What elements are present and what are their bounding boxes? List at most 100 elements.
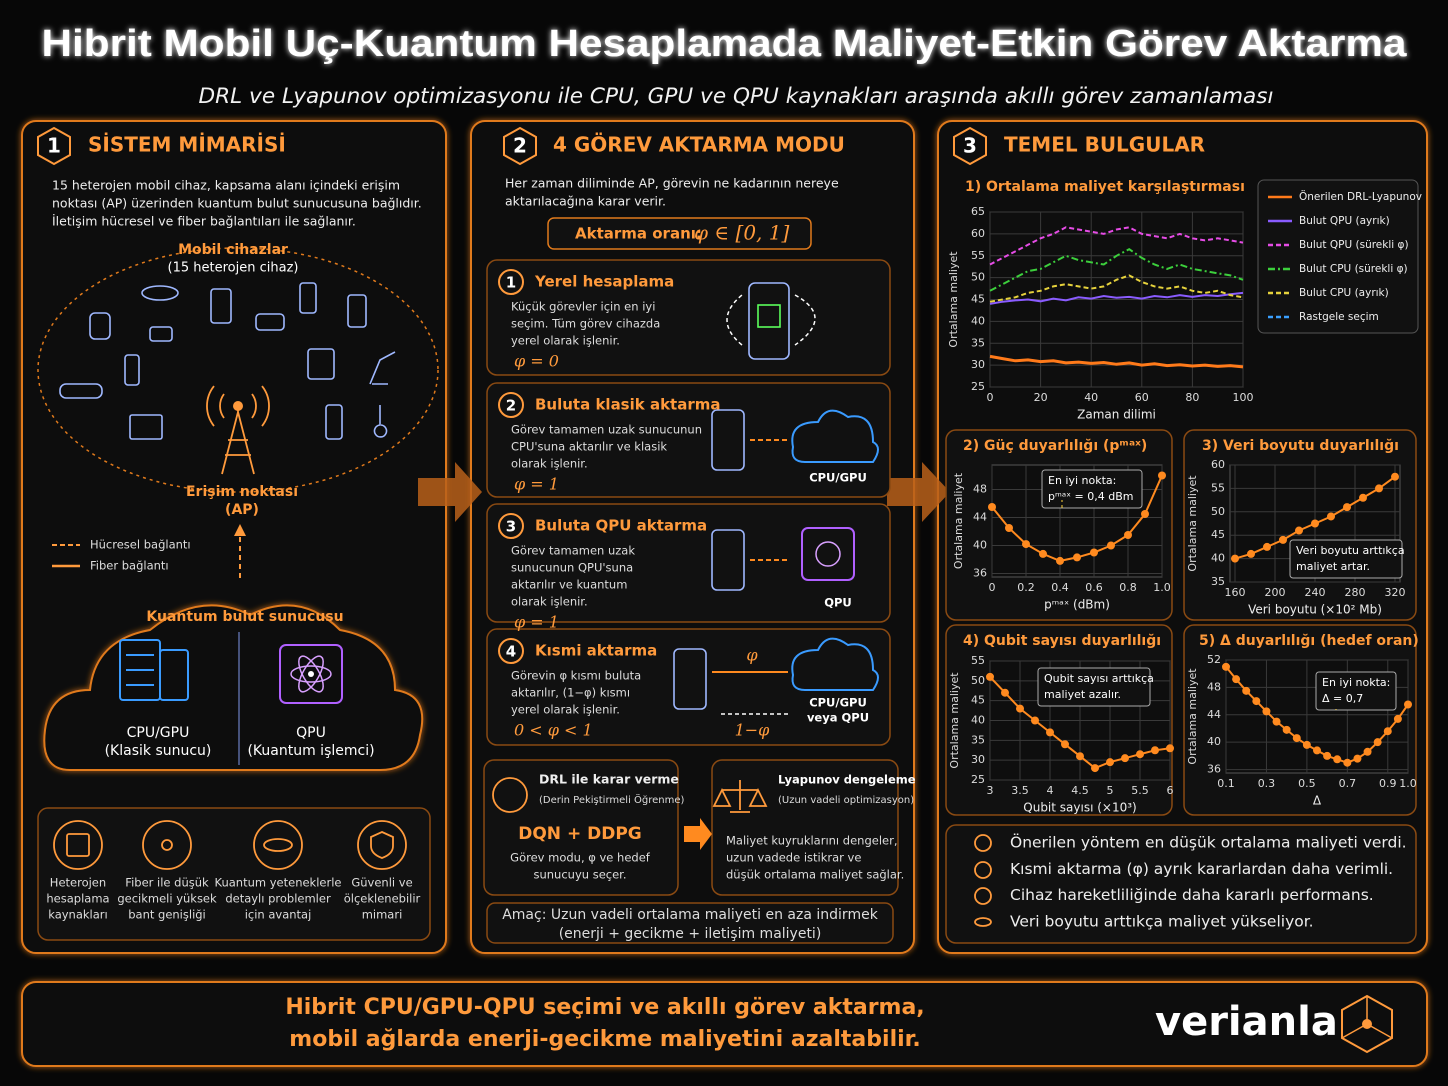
mode-desc: Görev tamamen uzak sunucunun (511, 423, 702, 437)
series-line (989, 248, 1244, 292)
data-point (1046, 728, 1054, 737)
mode-icons (673, 282, 879, 715)
qpu-sublabel: (Kuantum işlemci) (247, 743, 374, 759)
mode-desc: sunucunun QPU'suna (511, 561, 633, 575)
flow-arrow (887, 462, 950, 522)
badge (37, 126, 71, 166)
legend-label: Bulut CPU (ayrık) (1299, 287, 1389, 299)
data-point (1151, 746, 1159, 755)
server-icon (119, 639, 189, 701)
ratio-label: Aktarma oranı: (575, 225, 702, 243)
data-point (1302, 740, 1311, 749)
annotation-text: pᵐᵃˣ = 0,4 dBm (1048, 490, 1133, 503)
y-tick-label: 55 (971, 654, 985, 667)
data-point (1031, 716, 1039, 725)
goal-box (486, 902, 894, 944)
cloud-title: Kuantum bulut sunucusu (146, 609, 343, 625)
mode-number-badge (498, 513, 524, 539)
data-point (1333, 755, 1342, 764)
annotation-text: Δ = 0,7 (1322, 692, 1363, 705)
feature-text: Güvenli ve (351, 876, 412, 890)
devices-sublabel: (15 heterojen cihaz) (168, 261, 299, 276)
x-tick-label: 0.7 (1339, 777, 1357, 790)
y-tick-label: 36 (973, 567, 987, 580)
data-point (1272, 717, 1281, 726)
mode-number: 2 (506, 397, 516, 415)
data-point (1039, 549, 1047, 558)
y-axis-label: Ortalama maliyet (1186, 475, 1199, 572)
lyapunov-desc: uzun vadede istikrar ve (726, 851, 861, 865)
drl-title: DRL ile karar verme (539, 772, 679, 787)
data-point (1295, 526, 1303, 535)
y-tick-label: 60 (971, 227, 985, 240)
mode-formula: φ = 1 (514, 475, 559, 494)
y-axis-label: Ortalama maliyet (952, 472, 965, 569)
data-point (1001, 688, 1009, 697)
y-tick-label: 52 (1207, 653, 1221, 666)
drl-desc: sunucuyu seçer. (533, 868, 626, 882)
x-tick-label: 160 (1225, 586, 1246, 599)
feature-text: bant genişliği (128, 908, 206, 922)
cpu-label: CPU/GPU (127, 725, 190, 741)
y-tick-label: 35 (971, 336, 985, 349)
x-tick-label: 80 (1185, 391, 1199, 404)
chart-title: 1) Ortalama maliyet karşılaştırması (965, 179, 1245, 195)
x-tick-label: 0.9 (1379, 777, 1397, 790)
mode-box (486, 503, 891, 623)
y-tick-label: 25 (971, 380, 985, 393)
data-point (1107, 541, 1115, 550)
mode-target: veya QPU (807, 711, 869, 725)
drl-subtitle: (Derin Pekiştirmeli Öğrenme) (539, 793, 685, 806)
x-tick-label: 1.0 (1399, 777, 1417, 790)
data-point (1373, 738, 1382, 747)
goal-text: Amaç: Uzun vadeli ortalama maliyeti en a… (502, 907, 878, 923)
coverage-area (37, 247, 439, 493)
x-axis-label: Zaman dilimi (1077, 408, 1156, 422)
feature-text: Kuantum yeteneklerle (214, 876, 341, 890)
ratio-box (547, 217, 812, 250)
y-tick-label: 48 (1207, 680, 1221, 693)
x-tick-label: 5 (1107, 784, 1114, 797)
legend-label: Bulut CPU (sürekli φ) (1299, 263, 1408, 275)
panel-number: 3 (963, 134, 977, 158)
lyapunov-box (711, 759, 899, 896)
lyapunov-title: Lyapunov dengeleme (778, 773, 916, 787)
mode-title: Buluta QPU aktarma (535, 517, 707, 535)
y-axis-label: Ortalama maliyet (948, 672, 961, 769)
x-tick-label: 1.0 (1153, 581, 1171, 594)
data-point (1359, 493, 1367, 502)
y-tick-label: 40 (973, 539, 987, 552)
x-tick-label: 280 (1345, 586, 1366, 599)
lyapunov-desc: düşük ortalama maliyet sağlar. (726, 868, 904, 882)
x-tick-label: 3.5 (1011, 784, 1029, 797)
feature-text: detaylı problemler (225, 892, 331, 906)
footer-text: Hibrit CPU/GPU-QPU seçimi ve akıllı göre… (285, 995, 924, 1020)
finding-text: Önerilen yöntem en düşük ortalama maliye… (1010, 833, 1407, 852)
x-axis-label: Veri boyutu (×10² Mb) (1248, 603, 1382, 617)
annotation-text: maliyet artar. (1296, 560, 1370, 573)
data-point (1404, 700, 1412, 709)
x-tick-label: 0 (989, 581, 996, 594)
x-tick-label: 3 (987, 784, 994, 797)
x-tick-label: 240 (1305, 586, 1326, 599)
y-tick-label: 40 (1211, 552, 1225, 565)
mode-formula: 0 < φ < 1 (514, 721, 593, 740)
x-tick-label: 0.2 (1017, 581, 1035, 594)
chart-title: 5) Δ duyarlılığı (hedef oran) (1199, 633, 1419, 649)
mode-target: CPU/GPU (809, 696, 867, 710)
mode-formula: φ = 0 (514, 352, 559, 371)
flow-arrow (418, 462, 482, 522)
finding-icons (974, 834, 992, 927)
series-line (989, 291, 1244, 305)
cpu-sublabel: (Klasik sunucu) (105, 743, 212, 759)
legend-label: Fiber bağlantı (90, 559, 169, 573)
y-tick-label: 40 (971, 314, 985, 327)
y-tick-label: 50 (971, 674, 985, 687)
mode-title: Kısmi aktarma (535, 642, 657, 660)
data-point (1106, 758, 1114, 767)
mode-target: QPU (824, 596, 852, 610)
panel-title: 4 GÖREV AKTARMA MODU (553, 133, 845, 157)
drl-desc: Görev modu, φ ve hedef (510, 851, 651, 865)
mode-number-badge (498, 392, 524, 418)
